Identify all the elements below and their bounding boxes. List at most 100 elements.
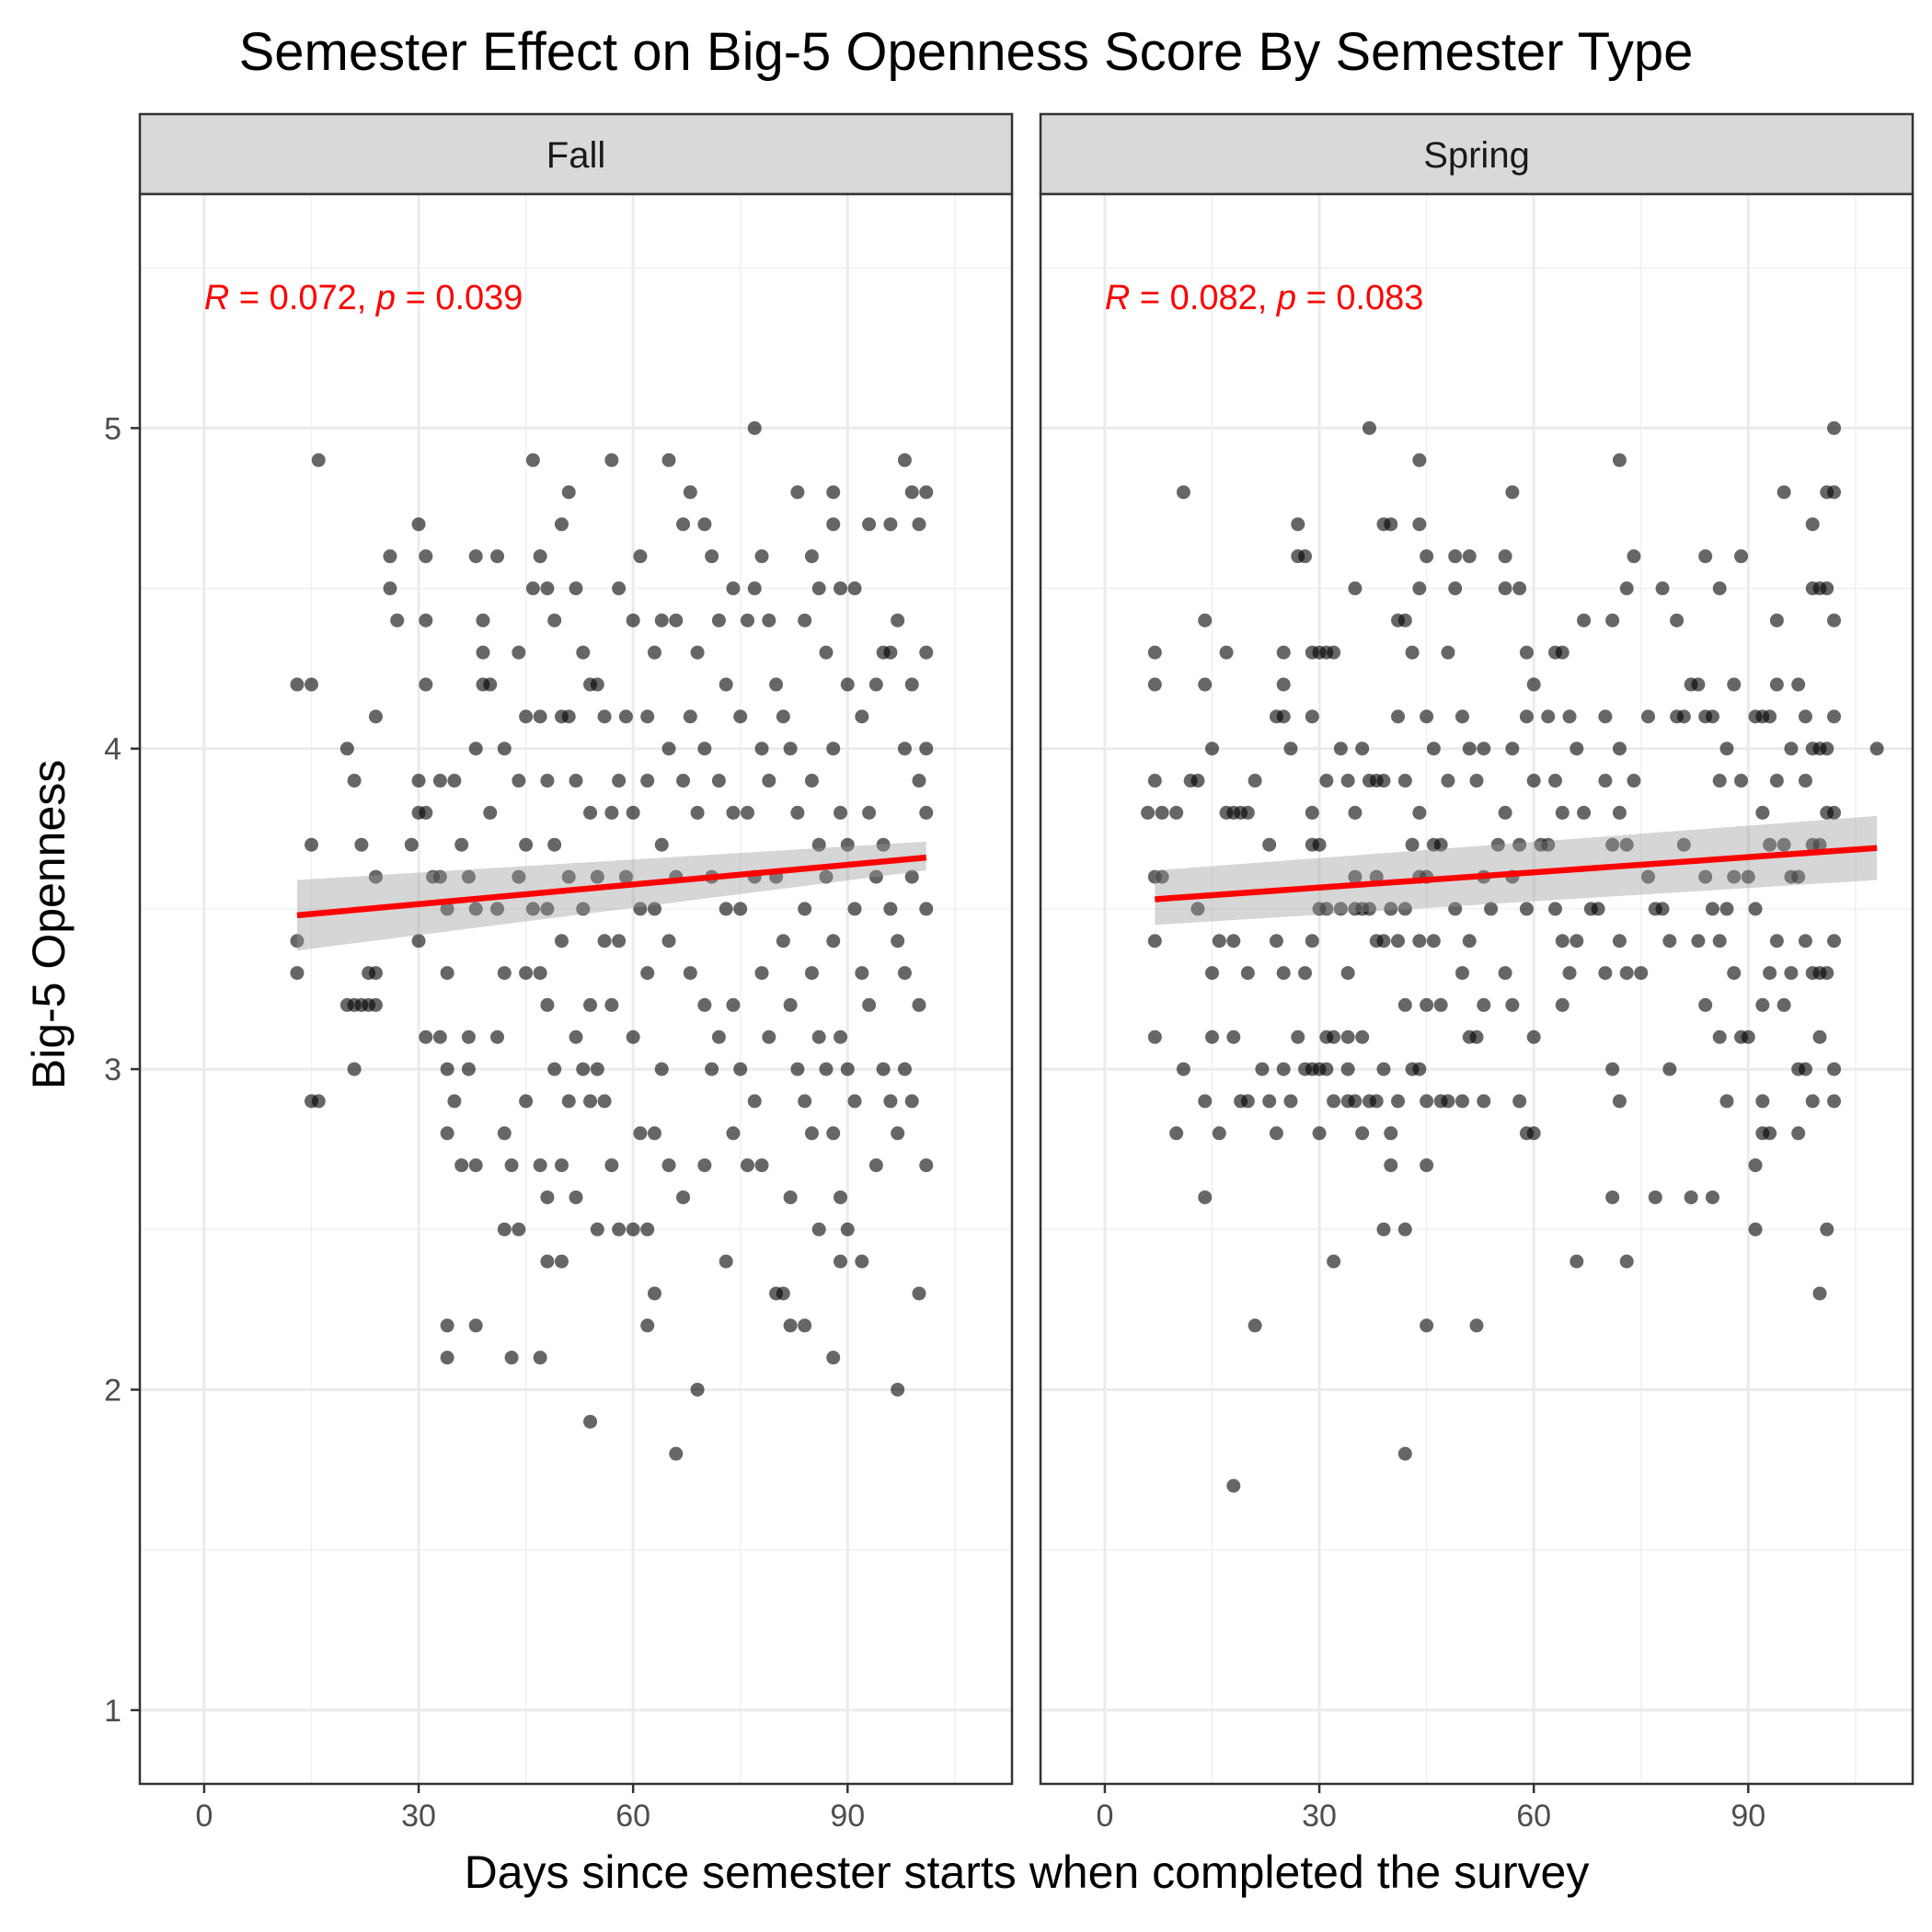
regression-line — [296, 854, 927, 919]
data-point — [1519, 709, 1534, 724]
data-point — [1526, 1126, 1541, 1141]
data-point — [1570, 742, 1584, 756]
data-point — [919, 1158, 934, 1173]
data-point — [554, 517, 569, 532]
data-point — [1204, 966, 1219, 981]
data-point — [747, 1094, 762, 1109]
data-point — [1763, 1126, 1777, 1141]
data-point — [440, 1318, 454, 1333]
data-point — [1391, 1094, 1406, 1109]
data-point — [1705, 709, 1719, 724]
data-point — [1269, 934, 1283, 949]
data-point — [1784, 742, 1799, 756]
data-point — [1362, 420, 1376, 435]
data-point — [912, 774, 926, 788]
data-point — [1698, 869, 1713, 884]
data-point — [454, 1158, 469, 1173]
facet-strip-label: Spring — [1423, 135, 1530, 176]
data-point — [1555, 805, 1570, 820]
data-point — [512, 645, 526, 660]
data-point — [1805, 1094, 1820, 1109]
data-point — [1198, 677, 1213, 692]
data-point — [1333, 742, 1348, 756]
data-point — [1640, 869, 1655, 884]
data-point — [726, 1126, 741, 1141]
data-point — [554, 1254, 569, 1269]
data-point — [868, 869, 883, 884]
data-point — [1827, 613, 1842, 627]
data-point — [354, 837, 369, 852]
data-point — [1276, 677, 1291, 692]
data-point — [919, 805, 934, 820]
data-point — [540, 1190, 555, 1204]
data-point — [1212, 1126, 1226, 1141]
data-point — [1791, 1126, 1806, 1141]
data-point — [1612, 1094, 1627, 1109]
data-point — [819, 869, 834, 884]
data-point — [719, 902, 733, 916]
annotation-part: p — [1276, 279, 1296, 317]
data-point — [733, 902, 748, 916]
data-point — [811, 1029, 826, 1044]
data-point — [1827, 709, 1842, 724]
data-point — [1405, 645, 1420, 660]
data-point — [1812, 1286, 1827, 1301]
data-point — [1619, 837, 1634, 852]
data-point — [368, 966, 383, 981]
data-point — [590, 1062, 604, 1076]
data-point — [676, 774, 691, 788]
data-point — [1562, 966, 1577, 981]
x-axis: 0 30 60 90 — [1096, 1784, 1765, 1834]
data-point — [1519, 902, 1534, 916]
data-point — [1798, 709, 1812, 724]
data-point — [368, 997, 383, 1012]
data-point — [618, 709, 633, 724]
data-point — [454, 837, 469, 852]
data-point — [897, 1062, 912, 1076]
data-point — [747, 420, 762, 435]
data-point — [697, 1158, 712, 1173]
data-point — [1240, 805, 1255, 820]
data-points — [1141, 420, 1884, 1493]
data-point — [834, 581, 848, 596]
data-point — [1340, 1062, 1355, 1076]
data-point — [1769, 774, 1784, 788]
data-point — [1141, 805, 1156, 820]
data-point — [497, 742, 512, 756]
data-point — [1362, 902, 1376, 916]
data-point — [747, 581, 762, 596]
data-point — [783, 742, 798, 756]
annotation-part: = 0.082, — [1130, 279, 1277, 317]
data-point — [862, 805, 877, 820]
data-point — [569, 1190, 583, 1204]
data-point — [1155, 869, 1169, 884]
grid-lines — [140, 194, 1012, 1784]
data-point — [640, 966, 655, 981]
data-point — [1355, 1126, 1370, 1141]
data-point — [1791, 677, 1806, 692]
data-point — [912, 1286, 926, 1301]
data-point — [1748, 1158, 1763, 1173]
data-point — [497, 1222, 512, 1236]
data-point — [432, 869, 447, 884]
data-point — [834, 805, 848, 820]
data-point — [1291, 517, 1305, 532]
data-point — [490, 1029, 505, 1044]
x-tick-label: 60 — [1516, 1799, 1551, 1834]
data-point — [561, 1094, 576, 1109]
data-point — [705, 1062, 719, 1076]
data-point — [740, 805, 754, 820]
data-point — [826, 742, 841, 756]
data-point — [847, 581, 862, 596]
data-point — [1769, 677, 1784, 692]
data-point — [483, 805, 498, 820]
data-point — [1420, 997, 1434, 1012]
data-point — [368, 869, 383, 884]
panel-background — [140, 194, 1012, 1784]
data-point — [726, 805, 741, 820]
data-point — [883, 645, 898, 660]
data-point — [1712, 774, 1727, 788]
data-point — [1784, 966, 1799, 981]
data-point — [440, 902, 454, 916]
data-point — [1820, 742, 1834, 756]
